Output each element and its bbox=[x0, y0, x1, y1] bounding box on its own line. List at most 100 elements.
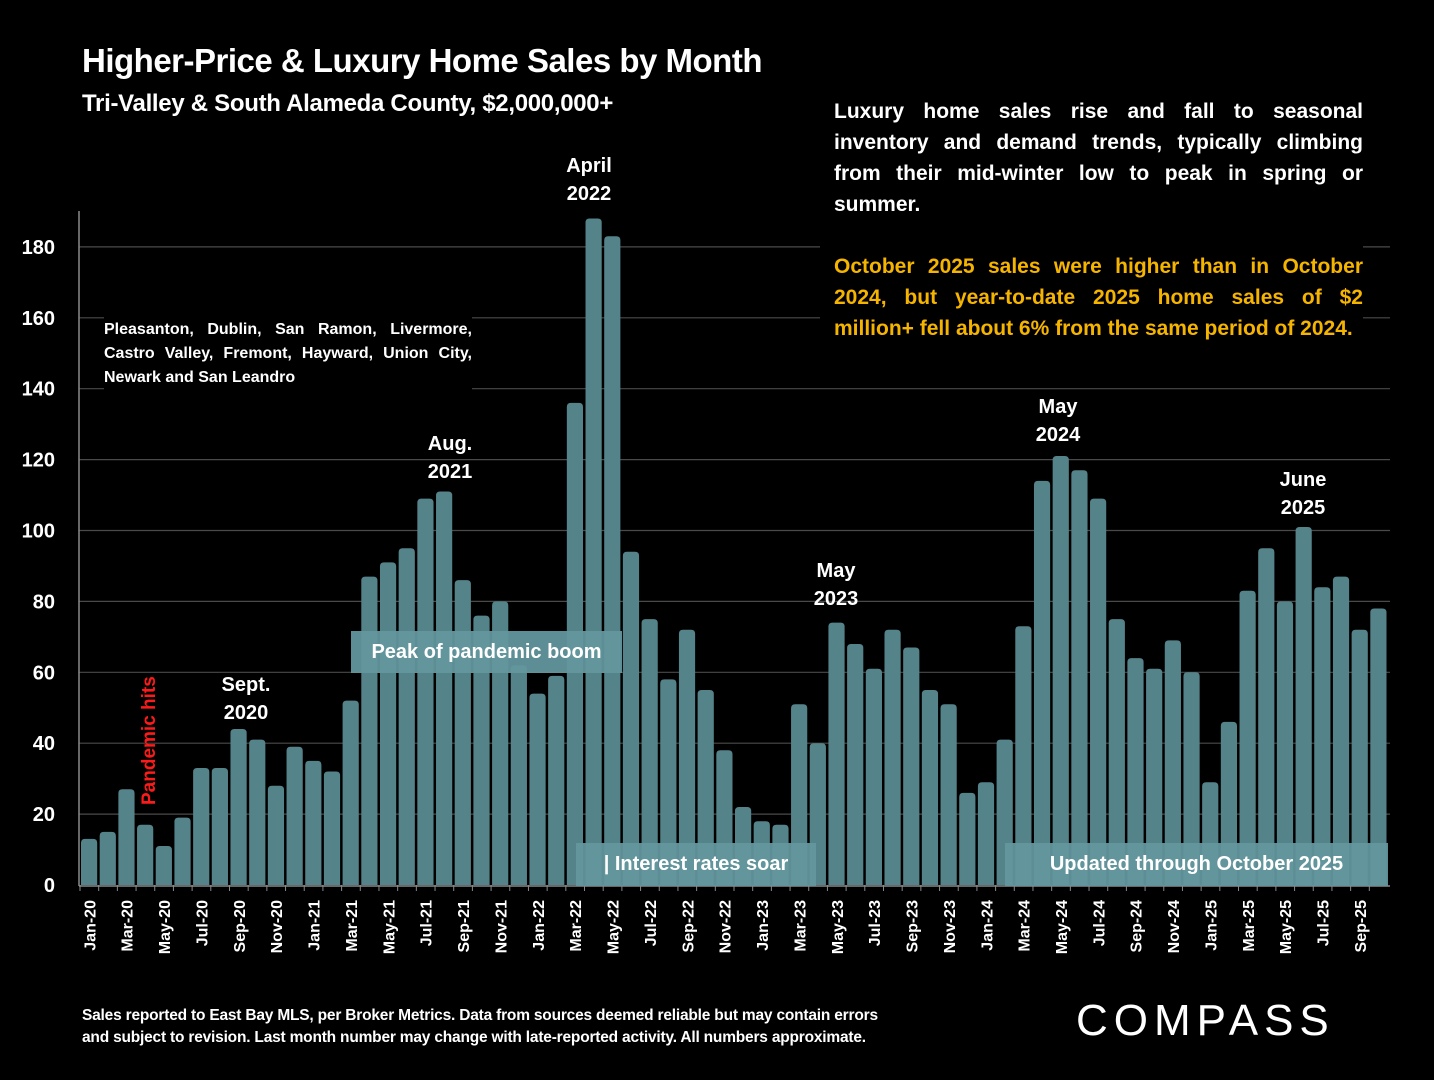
bar-Sep-24 bbox=[1127, 658, 1144, 885]
x-tick-label: May-24 bbox=[1054, 900, 1071, 954]
aug-2021-annotation: Aug. 2021 bbox=[410, 430, 490, 486]
annotation-line: Sept. bbox=[221, 674, 271, 696]
bar-Mar-23 bbox=[791, 704, 808, 885]
y-axis-ticks: 0 20 40 60 80 100 120 140 160 180 bbox=[22, 237, 55, 897]
bar-Oct-24 bbox=[1146, 668, 1163, 885]
peak-of-pandemic-boom-label: Peak of pandemic boom bbox=[351, 631, 622, 673]
x-tick-label: Mar-23 bbox=[792, 900, 809, 952]
y-tick-label: 120 bbox=[22, 450, 55, 472]
y-tick-label: 20 bbox=[33, 804, 55, 826]
y-tick-label: 160 bbox=[22, 308, 55, 330]
x-tick-label: May-21 bbox=[381, 900, 398, 954]
x-tick-label: Sep-23 bbox=[905, 900, 922, 953]
bar-Jul-23 bbox=[865, 668, 882, 885]
bar-Aug-20 bbox=[211, 768, 228, 885]
footer-line: Sales reported to East Bay MLS, per Brok… bbox=[82, 1007, 878, 1024]
bar-Jan-24 bbox=[977, 782, 995, 885]
bar-Dec-20 bbox=[286, 746, 303, 885]
bar-Aug-22 bbox=[660, 679, 677, 885]
x-tick-label: Jan-24 bbox=[979, 900, 996, 951]
annotation-line: 2025 bbox=[1280, 497, 1326, 519]
bar-Jun-21 bbox=[398, 548, 415, 885]
x-tick-label: Sep-24 bbox=[1129, 900, 1146, 953]
x-tick-label: Sep-20 bbox=[232, 900, 249, 953]
updated-through-label: Updated through October 2025 bbox=[1005, 843, 1388, 886]
bar-Apr-21 bbox=[361, 576, 378, 885]
x-tick-label: Mar-24 bbox=[1017, 900, 1034, 952]
bar-Jan-20 bbox=[81, 838, 98, 885]
bar-Jan-21 bbox=[305, 760, 322, 885]
bar-May-25 bbox=[1276, 601, 1294, 885]
cities-note: Pleasanton, Dublin, San Ramon, Livermore… bbox=[104, 316, 472, 392]
bar-Jul-24 bbox=[1090, 498, 1107, 885]
bar-Nov-20 bbox=[267, 785, 285, 885]
x-tick-label: Nov-20 bbox=[269, 900, 286, 953]
bar-Mar-20 bbox=[118, 789, 135, 885]
x-tick-label: Jul-24 bbox=[1091, 900, 1108, 946]
x-tick-label: Mar-22 bbox=[568, 900, 585, 952]
bar-Aug-23 bbox=[884, 629, 901, 885]
x-tick-label: Jan-25 bbox=[1203, 900, 1220, 951]
bar-Feb-20 bbox=[99, 831, 116, 885]
footer-note: Sales reported to East Bay MLS, per Brok… bbox=[82, 1005, 878, 1049]
x-tick-label: Mar-21 bbox=[344, 900, 361, 952]
description-paragraph: Luxury home sales rise and fall to seaso… bbox=[834, 100, 1363, 216]
interest-rates-soar-label: | Interest rates soar bbox=[576, 843, 816, 886]
x-tick-label: Jul-25 bbox=[1316, 900, 1333, 946]
y-tick-label: 180 bbox=[22, 237, 55, 259]
bar-Feb-22 bbox=[548, 675, 565, 885]
x-tick-label: Nov-23 bbox=[942, 900, 959, 953]
bar-Oct-21 bbox=[473, 615, 490, 885]
bar-Apr-20 bbox=[137, 824, 154, 885]
sept-2020-annotation: Sept. 2020 bbox=[206, 671, 286, 727]
footer-line: and subject to revision. Last month numb… bbox=[82, 1029, 866, 1046]
may-2023-annotation: May 2023 bbox=[796, 557, 876, 613]
bar-Aug-24 bbox=[1108, 619, 1125, 885]
bar-Oct-20 bbox=[249, 739, 266, 885]
bar-Jul-21 bbox=[417, 498, 434, 885]
annotation-line: May bbox=[816, 560, 856, 582]
bar-May-22 bbox=[604, 236, 621, 885]
bar-Sep-25 bbox=[1351, 629, 1368, 885]
x-tick-label: Nov-21 bbox=[493, 900, 510, 953]
bar-Aug-25 bbox=[1332, 576, 1350, 885]
bar-Sep-21 bbox=[454, 580, 471, 885]
bar-Feb-21 bbox=[323, 771, 341, 885]
annotation-line: 2020 bbox=[223, 702, 269, 724]
bar-Mar-25 bbox=[1239, 590, 1256, 885]
april-2022-annotation: April 2022 bbox=[549, 152, 629, 208]
bar-Sep-23 bbox=[903, 647, 920, 885]
x-tick-label: Jan-22 bbox=[531, 900, 548, 951]
bar-Sep-20 bbox=[230, 729, 247, 885]
bar-Dec-24 bbox=[1183, 672, 1200, 885]
x-tick-label: Nov-24 bbox=[1166, 900, 1183, 953]
bar-Oct-23 bbox=[921, 690, 939, 885]
chart-title: Higher-Price & Luxury Home Sales by Mont… bbox=[82, 42, 762, 79]
x-tick-label: May-22 bbox=[606, 900, 623, 954]
y-tick-label: 100 bbox=[22, 521, 55, 543]
bar-Dec-23 bbox=[959, 792, 976, 885]
bar-May-20 bbox=[155, 846, 172, 885]
bar-Apr-25 bbox=[1258, 548, 1275, 885]
y-tick-label: 0 bbox=[44, 875, 55, 897]
pandemic-hits-annotation: Pandemic hits bbox=[139, 676, 160, 805]
bar-Sep-22 bbox=[678, 629, 696, 885]
bar-Mar-24 bbox=[1015, 626, 1032, 885]
bar-Jul-25 bbox=[1314, 587, 1331, 885]
annotation-line: 2022 bbox=[566, 183, 612, 205]
description-highlight: October 2025 sales were higher than in O… bbox=[834, 255, 1363, 340]
bar-Jan-22 bbox=[529, 693, 546, 885]
x-tick-label: May-20 bbox=[157, 900, 174, 954]
bar-Jun-25 bbox=[1295, 526, 1312, 885]
bar-Jun-20 bbox=[174, 817, 191, 885]
bar-Mar-21 bbox=[342, 700, 359, 885]
bar-Oct-22 bbox=[697, 690, 714, 885]
y-tick-label: 60 bbox=[33, 662, 55, 684]
x-tick-label: Mar-25 bbox=[1241, 900, 1258, 952]
june-2025-annotation: June 2025 bbox=[1263, 466, 1343, 522]
annotation-line: June bbox=[1279, 469, 1327, 491]
bar-Aug-21 bbox=[436, 491, 453, 885]
bar-Jun-24 bbox=[1071, 470, 1088, 885]
may-2024-annotation: May 2024 bbox=[1018, 393, 1098, 449]
